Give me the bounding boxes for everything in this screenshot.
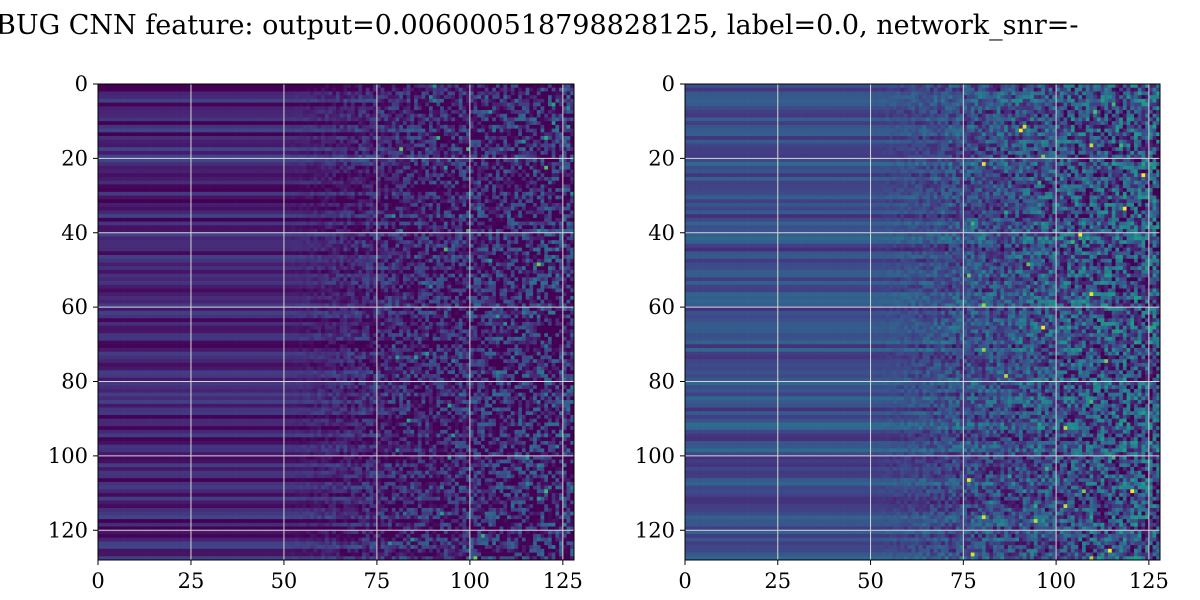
x-tick-label: 75 <box>364 569 391 593</box>
heatmap-panel-right: 0 25 50 75 100 125 0 20 40 60 80 100 120 <box>635 72 1169 593</box>
y-tick-label: 100 <box>48 444 88 468</box>
y-tick-label: 80 <box>61 370 88 394</box>
y-tick-label: 120 <box>48 518 88 542</box>
x-tick-label: 50 <box>857 569 884 593</box>
y-tick-label: 40 <box>648 221 675 245</box>
y-tick-label: 80 <box>648 370 675 394</box>
y-tick-label: 40 <box>61 221 88 245</box>
heatmap-cells <box>98 84 574 560</box>
x-tick-label: 50 <box>271 569 298 593</box>
x-tick-label: 125 <box>1129 569 1169 593</box>
heatmap-cells <box>685 84 1160 560</box>
x-tick-label: 125 <box>543 569 583 593</box>
x-tick-label: 75 <box>950 569 977 593</box>
y-tick-label: 20 <box>61 146 88 170</box>
y-tick-label: 60 <box>61 295 88 319</box>
y-tick-label: 0 <box>75 72 88 96</box>
heatmap-panel-left: 0 25 50 75 100 125 0 20 40 60 80 100 120 <box>48 72 583 593</box>
x-tick-label: 100 <box>450 569 490 593</box>
y-tick-label: 20 <box>648 146 675 170</box>
x-tick-label: 100 <box>1036 569 1076 593</box>
x-tick-label: 0 <box>91 569 104 593</box>
y-tick-label: 0 <box>662 72 675 96</box>
x-tick-label: 0 <box>678 569 691 593</box>
y-tick-label: 120 <box>635 518 675 542</box>
x-tick-label: 25 <box>764 569 791 593</box>
y-tick-label: 100 <box>635 444 675 468</box>
x-tick-label: 25 <box>178 569 205 593</box>
y-tick-label: 60 <box>648 295 675 319</box>
